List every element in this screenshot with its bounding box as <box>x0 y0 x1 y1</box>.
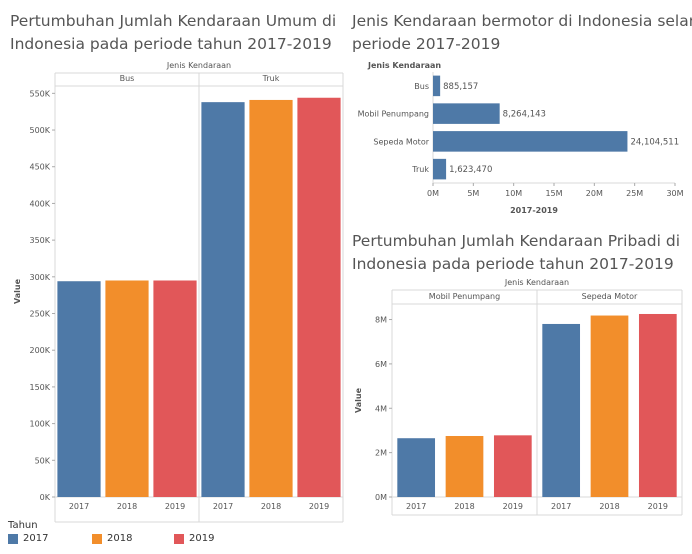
bar-truk-2017 <box>201 102 245 498</box>
category-label: Mobil Penumpang <box>358 110 429 119</box>
chart-title-umum: Pertumbuhan Jumlah Kendaraan Umum di Ind… <box>10 10 336 56</box>
facet-header: Jenis Kendaraan <box>367 61 441 70</box>
x-tick-label: 20M <box>586 189 603 198</box>
group-label: Sepeda Motor <box>582 292 638 301</box>
bar-truk-2019 <box>297 97 341 497</box>
y-tick-label: 0K <box>40 493 51 502</box>
chart-title-pribadi: Pertumbuhan Jumlah Kendaraan Pribadi di … <box>352 230 680 276</box>
bar-mobil-penumpang-2019 <box>493 435 532 497</box>
data-label: 8,264,143 <box>503 110 546 120</box>
bar-truk-2018 <box>249 99 293 497</box>
legend-item-2019[interactable]: 2019 <box>174 533 214 544</box>
bar-bus <box>433 75 441 97</box>
title-line: Indonesia pada periode tahun 2017-2019 <box>352 255 674 273</box>
group-label: Bus <box>120 74 135 83</box>
bar-bus-2017 <box>57 281 101 497</box>
x-tick-label: 2018 <box>117 502 137 511</box>
x-tick-label: 2017 <box>406 502 426 511</box>
title-line: Indonesia pada periode tahun 2017-2019 <box>10 35 332 53</box>
legend-title: Tahun <box>8 520 38 531</box>
data-label: 24,104,511 <box>630 137 679 147</box>
bar-mobil-penumpang-2017 <box>397 438 436 497</box>
y-tick-label: 150K <box>29 383 50 392</box>
x-tick-label: 10M <box>505 189 522 198</box>
x-tick-label: 2019 <box>165 502 185 511</box>
bar-bus-2018 <box>105 280 149 497</box>
y-tick-label: 250K <box>29 310 50 319</box>
bar-mobil-penumpang <box>433 103 500 124</box>
y-tick-label: 400K <box>29 199 50 208</box>
legend-swatch <box>92 533 102 544</box>
bar-mobil-penumpang-2018 <box>445 435 484 497</box>
bar-sepeda-motor-2018 <box>590 315 629 497</box>
x-axis-label: 2017-2019 <box>510 206 558 215</box>
x-tick-label: 2019 <box>309 502 329 511</box>
y-tick-label: 0M <box>375 493 387 502</box>
y-tick-label: 200K <box>29 346 50 355</box>
legend-swatch <box>8 533 18 544</box>
category-label: Bus <box>414 82 429 91</box>
x-tick-label: 2017 <box>213 502 233 511</box>
y-tick-label: 450K <box>29 163 50 172</box>
group-label: Truk <box>262 74 280 83</box>
bar-sepeda-motor-2017 <box>542 323 581 497</box>
legend-label: 2017 <box>23 533 49 544</box>
legend-item-2018[interactable]: 2018 <box>92 533 132 544</box>
facet-header: Jenis Kendaraan <box>504 278 569 287</box>
y-tick-label: 100K <box>29 420 50 429</box>
y-tick-label: 4M <box>375 404 387 413</box>
x-tick-label: 2017 <box>551 502 571 511</box>
bar-bus-2019 <box>153 280 197 497</box>
legend-label: 2019 <box>189 533 215 544</box>
legend-label: 2018 <box>107 533 133 544</box>
x-tick-label: 25M <box>626 189 643 198</box>
facet-header: Jenis Kendaraan <box>166 61 231 70</box>
x-tick-label: 0M <box>427 189 439 198</box>
y-tick-label: 50K <box>35 456 51 465</box>
y-tick-label: 300K <box>29 273 50 282</box>
title-line: periode 2017-2019 <box>352 35 501 53</box>
x-tick-label: 2018 <box>454 502 474 511</box>
category-label: Truk <box>411 165 429 174</box>
x-tick-label: 2019 <box>648 502 668 511</box>
y-tick-label: 550K <box>29 89 50 98</box>
y-tick-label: 8M <box>375 316 387 325</box>
bar-sepeda-motor <box>433 131 628 152</box>
bar-sepeda-motor-2019 <box>638 313 677 497</box>
title-line: Pertumbuhan Jumlah Kendaraan Umum di <box>10 12 337 30</box>
y-tick-label: 500K <box>29 126 50 135</box>
bar-truk <box>433 158 447 180</box>
title-line: Jenis Kendaraan bermotor di Indonesia se… <box>352 12 692 30</box>
x-tick-label: 2018 <box>599 502 619 511</box>
y-tick-label: 6M <box>375 360 387 369</box>
legend-item-2017[interactable]: 2017 <box>8 533 48 544</box>
y-axis-label: Value <box>354 387 363 413</box>
x-tick-label: 30M <box>666 189 683 198</box>
y-tick-label: 2M <box>375 449 387 458</box>
data-label: 1,623,470 <box>449 165 492 175</box>
title-line: Pertumbuhan Jumlah Kendaraan Pribadi di <box>352 232 681 250</box>
x-tick-label: 5M <box>467 189 479 198</box>
y-axis-label: Value <box>13 278 22 304</box>
legend-swatch <box>174 533 184 544</box>
x-tick-label: 2019 <box>503 502 523 511</box>
chart-title-bermotor: Jenis Kendaraan bermotor di Indonesia se… <box>352 10 692 56</box>
category-label: Sepeda Motor <box>373 137 429 146</box>
x-tick-label: 2017 <box>69 502 89 511</box>
group-label: Mobil Penumpang <box>429 292 500 301</box>
legend: Tahun 2017 2018 2019 <box>8 520 308 549</box>
y-tick-label: 350K <box>29 236 50 245</box>
data-label: 885,157 <box>443 82 478 92</box>
x-tick-label: 15M <box>545 189 562 198</box>
x-tick-label: 2018 <box>261 502 281 511</box>
legend-items: 2017 2018 2019 <box>8 533 308 549</box>
